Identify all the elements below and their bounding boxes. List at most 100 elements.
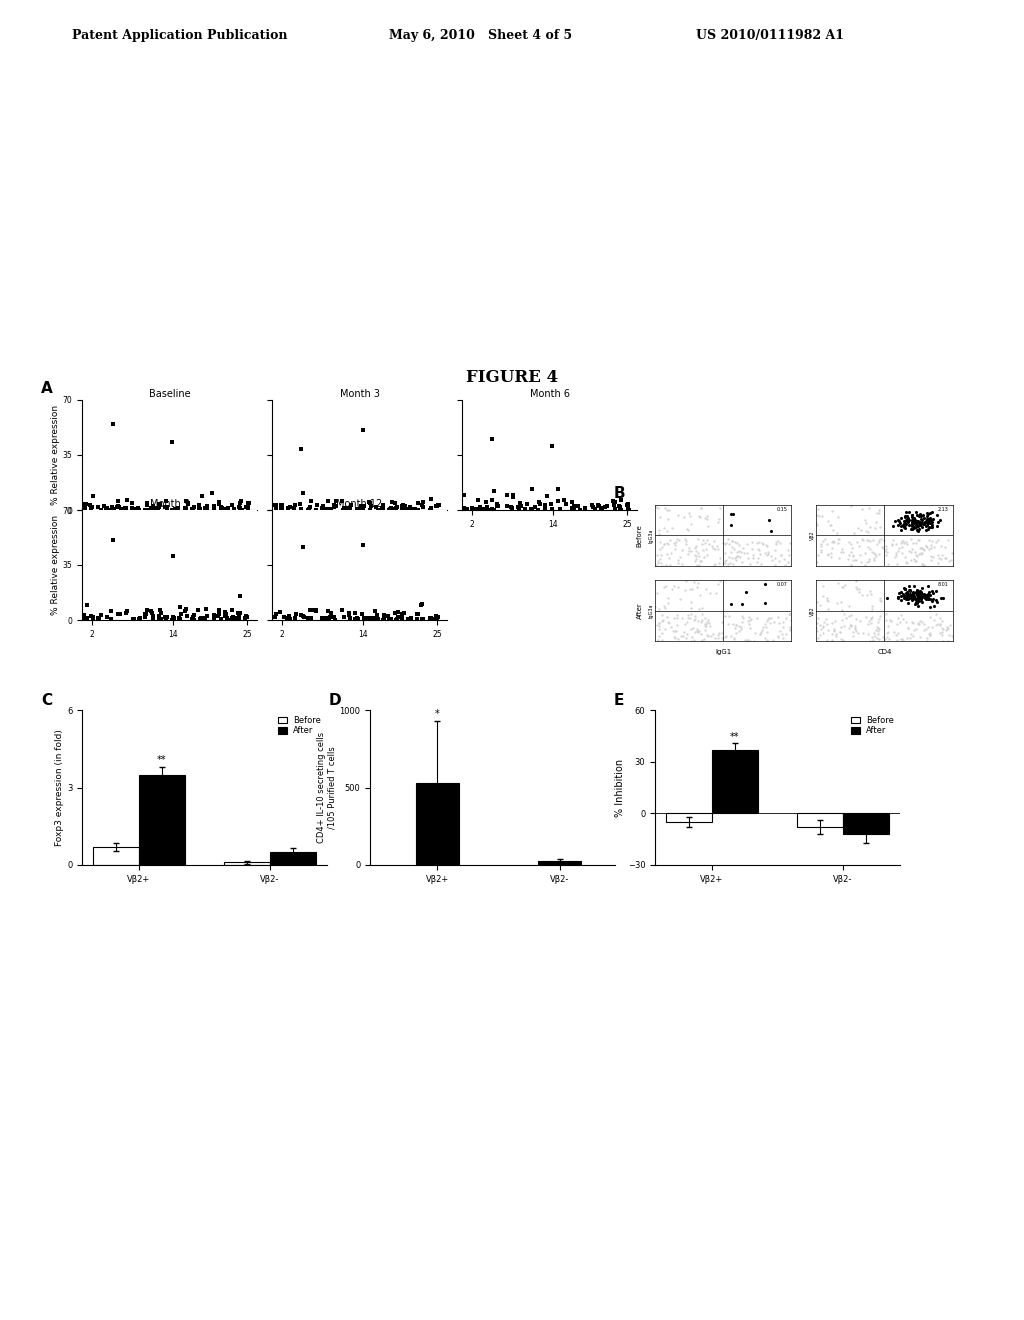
Point bbox=[170, 607, 186, 628]
Point bbox=[694, 540, 711, 561]
Point bbox=[879, 543, 895, 564]
Point bbox=[741, 616, 758, 638]
Point bbox=[293, 605, 309, 626]
Point bbox=[152, 599, 168, 620]
Point bbox=[866, 626, 883, 647]
Point bbox=[899, 511, 915, 532]
Point bbox=[706, 554, 722, 576]
Point bbox=[898, 587, 914, 609]
Point bbox=[909, 587, 926, 609]
Point bbox=[503, 496, 519, 517]
Point bbox=[679, 624, 695, 645]
Point bbox=[900, 587, 916, 609]
Point bbox=[566, 498, 583, 519]
Y-axis label: % Inhibition: % Inhibition bbox=[614, 759, 625, 817]
Point bbox=[361, 499, 378, 520]
Point bbox=[894, 536, 910, 557]
Point bbox=[899, 627, 915, 648]
Point bbox=[910, 519, 927, 540]
Point bbox=[781, 618, 798, 639]
Point bbox=[920, 537, 936, 558]
Point bbox=[760, 609, 776, 630]
Point bbox=[388, 496, 404, 517]
Point bbox=[771, 612, 787, 634]
Point bbox=[860, 521, 877, 543]
Point bbox=[342, 498, 358, 519]
Bar bbox=[667, 813, 712, 822]
Point bbox=[699, 506, 716, 527]
Point bbox=[907, 582, 924, 603]
Point bbox=[167, 499, 183, 520]
Point bbox=[912, 610, 929, 631]
Point bbox=[862, 612, 879, 634]
Point bbox=[674, 607, 690, 628]
Point bbox=[612, 490, 629, 511]
Point bbox=[921, 582, 937, 603]
Point bbox=[880, 616, 896, 638]
Point bbox=[715, 553, 731, 574]
Point bbox=[669, 615, 685, 636]
Point bbox=[826, 531, 843, 552]
Point bbox=[680, 520, 696, 541]
Point bbox=[902, 519, 919, 540]
Point bbox=[341, 602, 357, 623]
Point bbox=[158, 491, 174, 512]
Point bbox=[233, 499, 250, 520]
Point bbox=[669, 607, 685, 628]
Point bbox=[868, 533, 885, 554]
Point bbox=[599, 495, 615, 516]
Point bbox=[667, 539, 683, 560]
Point bbox=[610, 495, 627, 516]
Point bbox=[918, 511, 934, 532]
Point bbox=[890, 607, 906, 628]
Point bbox=[861, 631, 878, 652]
Point bbox=[322, 498, 338, 519]
Point bbox=[381, 499, 397, 520]
Point bbox=[686, 609, 702, 630]
Point bbox=[606, 495, 623, 516]
Point bbox=[772, 620, 788, 642]
Point bbox=[457, 498, 473, 519]
Point bbox=[647, 554, 664, 576]
Point bbox=[653, 556, 670, 577]
Point bbox=[92, 605, 109, 626]
Point bbox=[164, 499, 180, 520]
Point bbox=[848, 609, 864, 630]
Point bbox=[138, 492, 155, 513]
Point bbox=[944, 543, 961, 564]
Point bbox=[395, 495, 412, 516]
Point bbox=[361, 609, 378, 630]
Point bbox=[83, 499, 99, 520]
Point bbox=[394, 607, 411, 628]
Point bbox=[842, 614, 858, 635]
Point bbox=[694, 603, 711, 624]
Point bbox=[925, 582, 941, 603]
Point bbox=[696, 533, 713, 554]
Point bbox=[356, 495, 373, 516]
Point bbox=[928, 589, 944, 610]
Point bbox=[729, 541, 745, 562]
Point bbox=[529, 499, 546, 520]
Point bbox=[923, 511, 939, 532]
Point bbox=[809, 620, 825, 642]
Point bbox=[815, 622, 831, 643]
Point bbox=[922, 624, 938, 645]
Point bbox=[915, 614, 932, 635]
Point bbox=[878, 610, 894, 631]
Point bbox=[415, 609, 431, 630]
Point bbox=[683, 619, 699, 640]
Point bbox=[852, 545, 868, 566]
Point bbox=[414, 594, 430, 615]
Point bbox=[335, 499, 351, 520]
Point bbox=[914, 504, 931, 525]
Point bbox=[470, 490, 486, 511]
Point bbox=[91, 609, 108, 630]
Point bbox=[587, 498, 603, 519]
Point bbox=[924, 512, 940, 533]
Point bbox=[876, 626, 892, 647]
Point bbox=[667, 627, 683, 648]
Point bbox=[301, 609, 317, 630]
Point bbox=[836, 605, 852, 626]
Point bbox=[319, 607, 336, 628]
Point bbox=[913, 512, 930, 533]
